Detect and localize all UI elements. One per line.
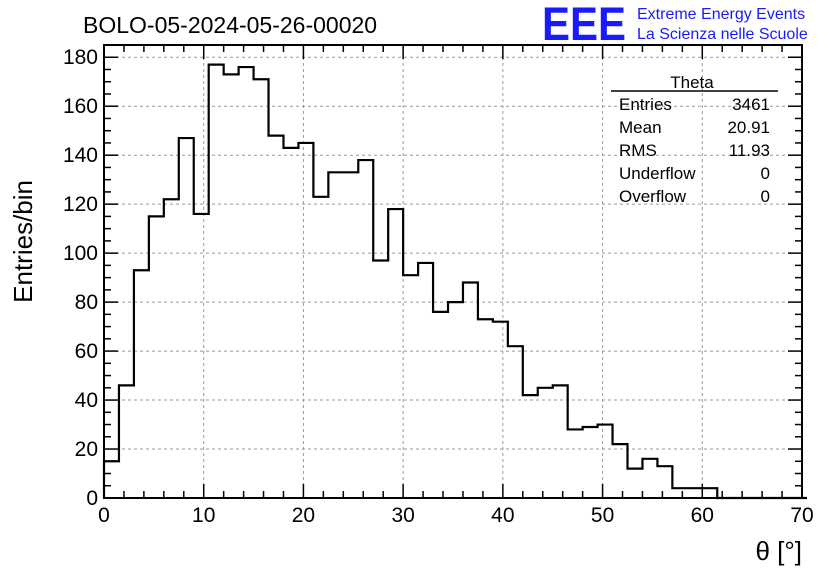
x-tick-label: 20	[292, 504, 315, 527]
y-tick-label: 120	[63, 193, 98, 216]
y-tick-label: 60	[75, 340, 98, 363]
plot-frame	[103, 44, 803, 499]
axis-ticks	[103, 44, 803, 499]
stats-title: Theta	[670, 73, 714, 92]
y-axis-title: Entries/bin	[8, 180, 38, 303]
stats-label: Underflow	[619, 164, 696, 183]
eee-logo-text: EEE	[542, 0, 626, 50]
stats-value: 3461	[732, 95, 770, 114]
y-tick-label: 0	[86, 487, 98, 510]
chart-title: BOLO-05-2024-05-26-00020	[83, 12, 377, 38]
x-axis-title: θ [°]	[755, 536, 802, 566]
stats-label: RMS	[619, 141, 657, 160]
stats-label: Overflow	[619, 187, 687, 206]
stats-value: 0	[761, 164, 770, 183]
y-tick-label: 20	[75, 438, 98, 461]
brand-line-1: Extreme Energy Events	[637, 6, 805, 23]
histogram-outline	[102, 63, 807, 500]
stats-value: 0	[761, 187, 770, 206]
brand-line-2: La Scienza nelle Scuole	[637, 26, 808, 43]
y-tick-labels: 0 20 40 60 80 100 120 140 160 180	[63, 46, 98, 510]
x-tick-label: 0	[98, 504, 110, 527]
x-tick-label: 60	[691, 504, 714, 527]
y-tick-label: 160	[63, 95, 98, 118]
stats-box: Theta Entries 3461 Mean 20.91 RMS 11.93 Underf…	[611, 73, 778, 206]
y-tick-label: 80	[75, 291, 98, 314]
x-tick-label: 10	[192, 504, 215, 527]
y-tick-label: 180	[63, 46, 98, 69]
stats-rows: Entries 3461 Mean 20.91 RMS 11.93 Underflow 0 Ov…	[619, 95, 770, 206]
x-tick-label: 70	[790, 504, 813, 527]
stats-label: Mean	[619, 118, 662, 137]
y-tick-label: 100	[63, 242, 98, 265]
stats-value: 20.91	[727, 118, 770, 137]
stats-value: 11.93	[729, 141, 770, 160]
x-tick-label: 30	[391, 504, 414, 527]
x-tick-labels: 0 10 20 30 40 50 60 70	[98, 504, 814, 527]
y-tick-label: 40	[75, 389, 98, 412]
eee-logo: EEE Extreme Energy Events La Scienza nel…	[542, 0, 808, 50]
x-tick-label: 40	[491, 504, 514, 527]
x-tick-label: 50	[591, 504, 614, 527]
y-tick-label: 140	[63, 144, 98, 167]
stats-label: Entries	[619, 95, 672, 114]
